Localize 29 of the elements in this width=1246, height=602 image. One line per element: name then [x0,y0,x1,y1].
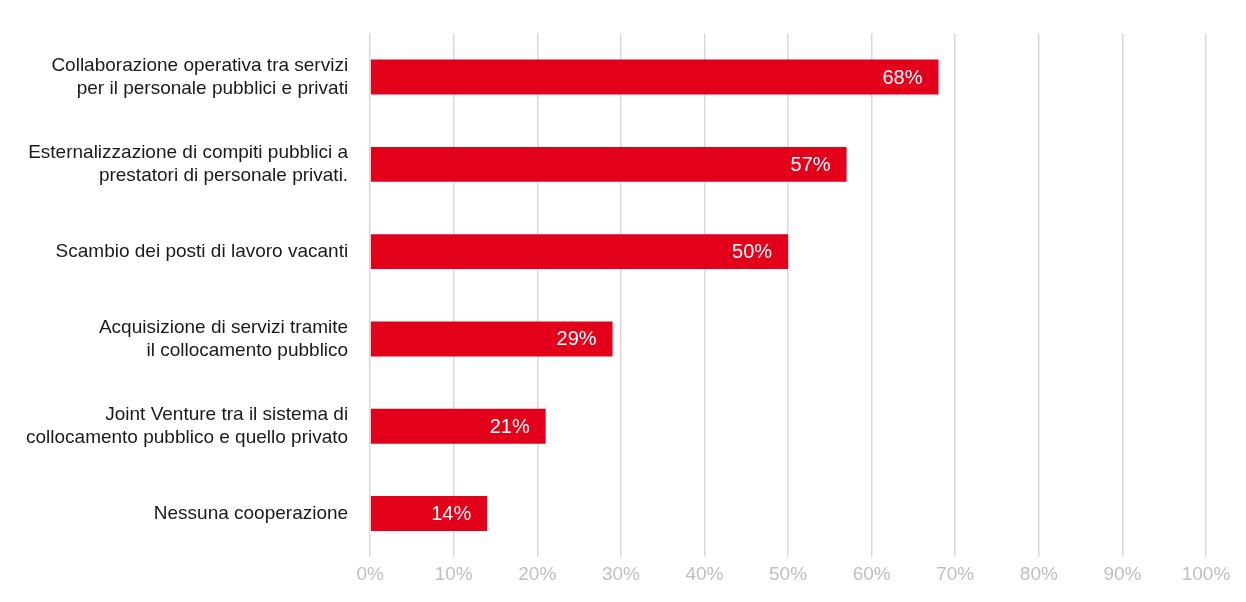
x-tick-label: 20% [518,562,557,584]
x-tick-label: 60% [852,562,891,584]
x-tick-label: 30% [601,562,641,584]
bar [370,59,939,95]
y-tick-label: Joint Venture tra il sistema di collocamento pubblico e quello privato [25,403,349,447]
y-tick-label: Nessuna cooperazione [153,501,349,523]
data-label: 68% [882,65,923,88]
y-tick-label: Esternalizzazione di compiti pubblici a prestatori di personale privati. [28,141,349,185]
bar [370,496,488,532]
x-tick-label: 70% [936,562,975,584]
data-label: 14% [431,502,472,525]
x-tick-label: 100% [1181,562,1231,584]
data-label: 57% [790,152,831,175]
x-tick-label: 90% [1103,562,1142,584]
x-tick-label: 0% [356,562,384,584]
bar [370,146,847,182]
bar [370,234,789,270]
data-label: 50% [732,240,773,263]
y-tick-label: Acquisizione di servizi tramite il collocamento pubblico [98,315,349,360]
x-tick-label: 80% [1019,562,1058,584]
y-tick-label: Scambio dei posti di lavoro vacanti [55,239,349,261]
bar [370,408,546,444]
x-tick-label: 50% [769,562,808,584]
data-label: 21% [489,414,530,437]
bar [370,321,613,357]
data-label: 29% [556,327,597,350]
x-tick-label: 10% [434,562,473,584]
x-tick-label: 40% [685,562,724,584]
y-tick-label: Collaborazione operativa tra servizi per il personale pubblici e privati [51,53,349,98]
